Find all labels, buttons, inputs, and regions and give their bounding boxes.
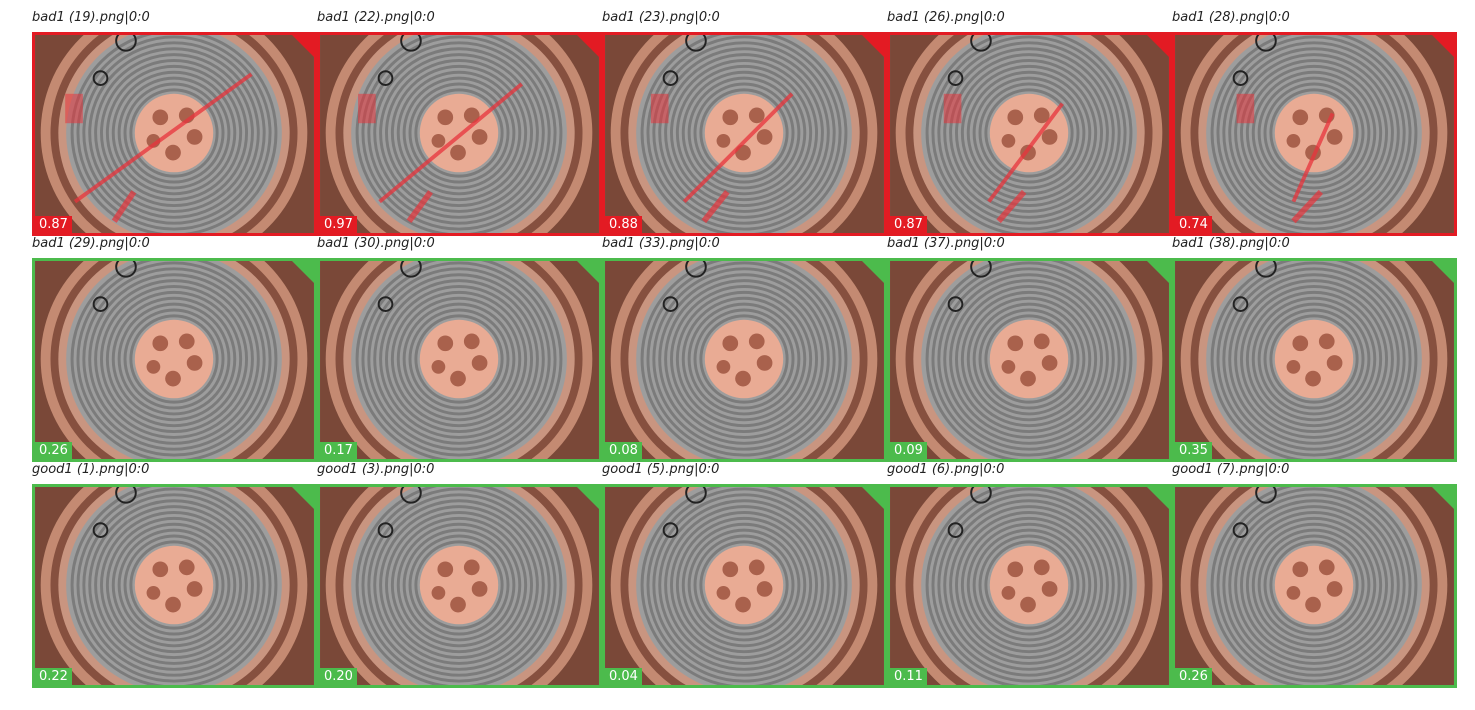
score-badge: 0.87 (35, 216, 72, 233)
wire-cross-section (605, 261, 884, 459)
image-frame: 0.04 (602, 484, 887, 688)
wire-cross-section (605, 487, 884, 685)
status-corner (577, 487, 599, 509)
thumbnail-tile[interactable]: bad1 (22).png|0:0 0.97 (317, 10, 602, 236)
score-badge: 0.11 (890, 668, 927, 685)
thumbnail-tile[interactable]: bad1 (19).png|0:0 0.87 (32, 10, 317, 236)
image-label: bad1 (30).png|0:0 (317, 236, 435, 251)
image-frame: 0.26 (1172, 484, 1457, 688)
image-frame: 0.17 (317, 258, 602, 462)
score-badge: 0.04 (605, 668, 642, 685)
status-corner (862, 35, 884, 57)
thumbnail-tile[interactable]: good1 (1).png|0:0 0.22 (32, 462, 317, 688)
score-badge: 0.88 (605, 216, 642, 233)
status-corner (292, 35, 314, 57)
status-corner (862, 487, 884, 509)
status-corner (1147, 487, 1169, 509)
status-corner (1432, 35, 1454, 57)
wire-cross-section (320, 261, 599, 459)
score-badge: 0.20 (320, 668, 357, 685)
status-corner (1432, 487, 1454, 509)
image-frame: 0.88 (602, 32, 887, 236)
image-label: bad1 (28).png|0:0 (1172, 10, 1290, 25)
score-badge: 0.87 (890, 216, 927, 233)
status-corner (1432, 261, 1454, 283)
wire-cross-section (35, 35, 314, 233)
thumbnail-tile[interactable]: good1 (5).png|0:0 0.04 (602, 462, 887, 688)
image-frame: 0.09 (887, 258, 1172, 462)
image-frame: 0.11 (887, 484, 1172, 688)
image-label: bad1 (37).png|0:0 (887, 236, 1005, 251)
status-corner (1147, 35, 1169, 57)
thumbnail-tile[interactable]: bad1 (38).png|0:0 0.35 (1172, 236, 1457, 462)
image-label: good1 (6).png|0:0 (887, 462, 1005, 477)
wire-cross-section (890, 487, 1169, 685)
image-frame: 0.74 (1172, 32, 1457, 236)
thumbnail-tile[interactable]: good1 (6).png|0:0 0.11 (887, 462, 1172, 688)
wire-cross-section (1175, 487, 1454, 685)
score-badge: 0.09 (890, 442, 927, 459)
result-grid: bad1 (19).png|0:0 0.87 bad1 (22).png|0:0 … (32, 10, 1457, 710)
score-badge: 0.97 (320, 216, 357, 233)
score-badge: 0.17 (320, 442, 357, 459)
image-label: good1 (7).png|0:0 (1172, 462, 1290, 477)
score-badge: 0.74 (1175, 216, 1212, 233)
image-frame: 0.08 (602, 258, 887, 462)
image-label: bad1 (38).png|0:0 (1172, 236, 1290, 251)
wire-cross-section (35, 487, 314, 685)
wire-cross-section (35, 261, 314, 459)
image-label: bad1 (22).png|0:0 (317, 10, 435, 25)
thumbnail-tile[interactable]: good1 (3).png|0:0 0.20 (317, 462, 602, 688)
image-frame: 0.35 (1172, 258, 1457, 462)
status-corner (292, 487, 314, 509)
status-corner (1147, 261, 1169, 283)
thumbnail-tile[interactable]: bad1 (26).png|0:0 0.87 (887, 10, 1172, 236)
thumbnail-tile[interactable]: good1 (7).png|0:0 0.26 (1172, 462, 1457, 688)
wire-cross-section (890, 35, 1169, 233)
image-label: bad1 (26).png|0:0 (887, 10, 1005, 25)
thumbnail-tile[interactable]: bad1 (23).png|0:0 0.88 (602, 10, 887, 236)
wire-cross-section (320, 487, 599, 685)
score-badge: 0.35 (1175, 442, 1212, 459)
wire-cross-section (1175, 35, 1454, 233)
thumbnail-tile[interactable]: bad1 (33).png|0:0 0.08 (602, 236, 887, 462)
image-label: good1 (3).png|0:0 (317, 462, 435, 477)
score-badge: 0.22 (35, 668, 72, 685)
image-frame: 0.22 (32, 484, 317, 688)
image-frame: 0.20 (317, 484, 602, 688)
thumbnail-tile[interactable]: bad1 (30).png|0:0 0.17 (317, 236, 602, 462)
wire-cross-section (890, 261, 1169, 459)
image-frame: 0.26 (32, 258, 317, 462)
wire-cross-section (320, 35, 599, 233)
score-badge: 0.08 (605, 442, 642, 459)
wire-cross-section (1175, 261, 1454, 459)
image-label: good1 (5).png|0:0 (602, 462, 720, 477)
image-label: bad1 (19).png|0:0 (32, 10, 150, 25)
score-badge: 0.26 (1175, 668, 1212, 685)
image-frame: 0.97 (317, 32, 602, 236)
image-label: bad1 (29).png|0:0 (32, 236, 150, 251)
wire-cross-section (605, 35, 884, 233)
image-label: good1 (1).png|0:0 (32, 462, 150, 477)
score-badge: 0.26 (35, 442, 72, 459)
status-corner (577, 261, 599, 283)
thumbnail-tile[interactable]: bad1 (28).png|0:0 0.74 (1172, 10, 1457, 236)
status-corner (292, 261, 314, 283)
image-frame: 0.87 (887, 32, 1172, 236)
thumbnail-tile[interactable]: bad1 (29).png|0:0 0.26 (32, 236, 317, 462)
status-corner (862, 261, 884, 283)
status-corner (577, 35, 599, 57)
image-label: bad1 (33).png|0:0 (602, 236, 720, 251)
image-label: bad1 (23).png|0:0 (602, 10, 720, 25)
thumbnail-tile[interactable]: bad1 (37).png|0:0 0.09 (887, 236, 1172, 462)
image-frame: 0.87 (32, 32, 317, 236)
